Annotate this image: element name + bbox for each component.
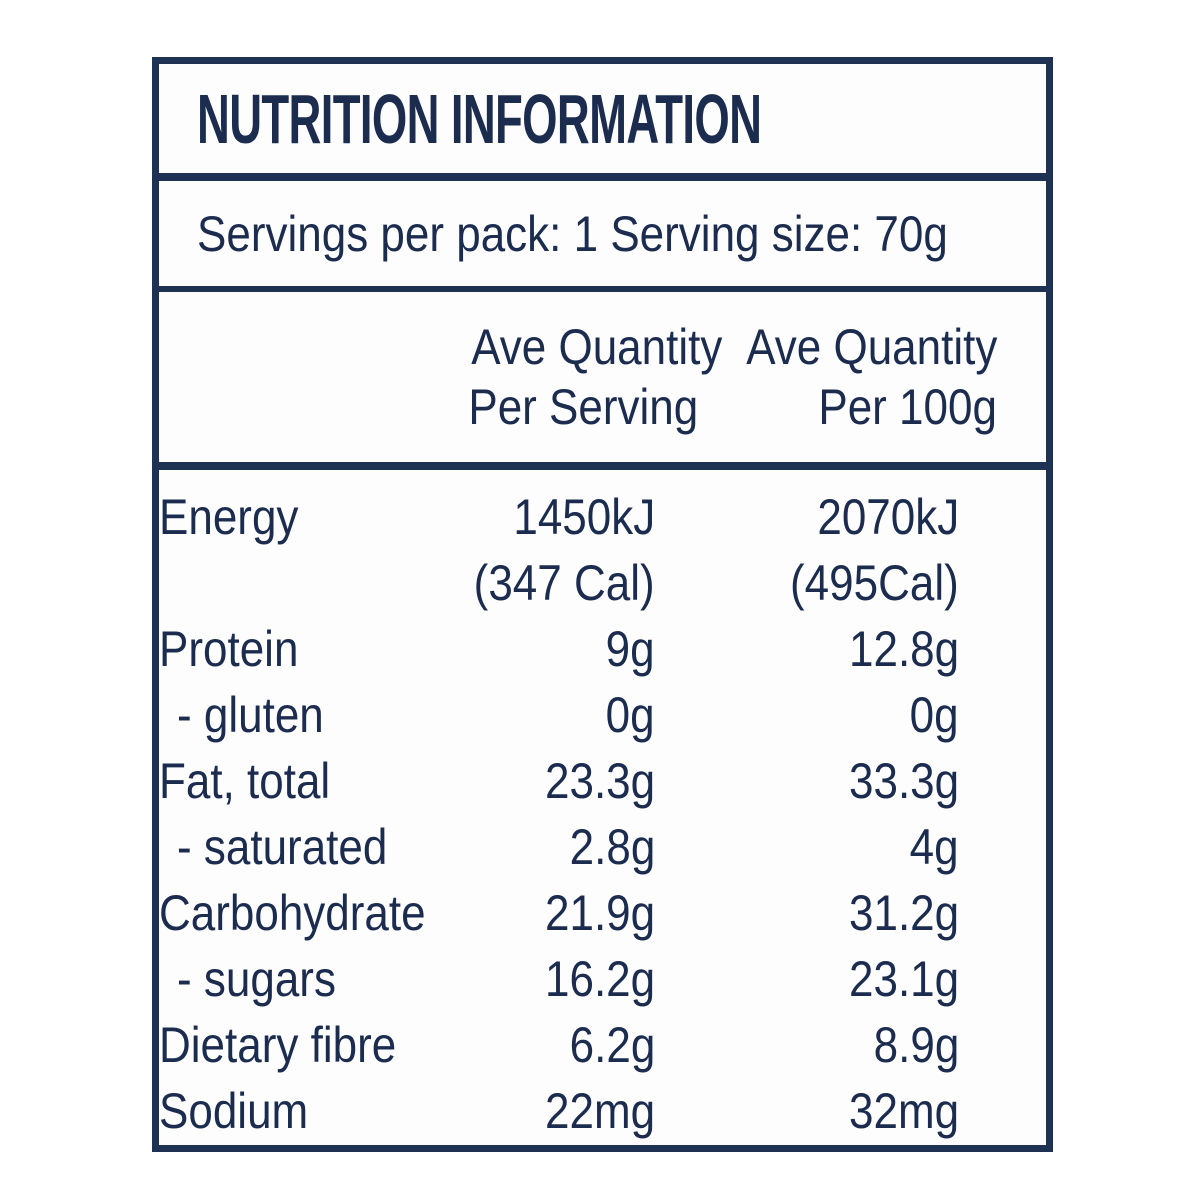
nutrient-name: Protein <box>159 621 299 677</box>
value-per-100g: 33.3g <box>848 753 959 809</box>
header-per-serving-line2: Per Serving <box>468 379 699 435</box>
value-per-100g: 2070kJ (495Cal) <box>790 489 959 611</box>
table-row-fat-total: Fat, total 23.3g 33.3g <box>159 748 1046 814</box>
nutrient-name: - saturated <box>177 819 388 875</box>
value-per-serving: 9g <box>606 621 655 677</box>
table-row-gluten: - gluten 0g 0g <box>159 682 1046 748</box>
value-per-100g: 8.9g <box>873 1017 959 1073</box>
table-row-saturated: - saturated 2.8g 4g <box>159 814 1046 880</box>
table-row-dietary-fibre: Dietary fibre 6.2g 8.9g <box>159 1012 1046 1078</box>
nutrient-name: - gluten <box>177 687 324 743</box>
table-row-carbohydrate: Carbohydrate 21.9g 31.2g <box>159 880 1046 946</box>
nutrient-name: Sodium <box>159 1083 309 1139</box>
column-headers: Ave Quantity Per Serving Ave Quantity Pe… <box>159 292 1046 462</box>
value-per-serving: 1450kJ (347 Cal) <box>474 489 655 611</box>
table-row-energy: Energy 1450kJ (347 Cal) 2070kJ (495Cal) <box>159 484 1046 616</box>
table-row-sodium: Sodium 22mg 32mg <box>159 1078 1046 1144</box>
header-per-100g: Ave Quantity Per 100g <box>693 317 997 437</box>
value-per-100g: 0g <box>910 687 959 743</box>
value-per-serving: 22mg <box>544 1083 655 1139</box>
page-title: NUTRITION INFORMATION <box>197 79 762 158</box>
value-per-100g: 12.8g <box>848 621 959 677</box>
servings-section: Servings per pack: 1 Serving size: 70g <box>159 181 1046 286</box>
divider-below-headers <box>159 462 1046 470</box>
header-per-serving-line1: Ave Quantity <box>471 319 723 375</box>
nutrient-name: Carbohydrate <box>159 885 426 941</box>
value-per-100g: 31.2g <box>848 885 959 941</box>
header-per-100g-line1: Ave Quantity <box>745 319 997 375</box>
nutrient-name: Dietary fibre <box>159 1017 397 1073</box>
title-section: NUTRITION INFORMATION <box>159 64 1046 173</box>
value-per-serving: 0g <box>606 687 655 743</box>
header-per-serving: Ave Quantity Per Serving <box>437 317 722 437</box>
divider-below-title <box>159 173 1046 181</box>
nutrient-table: Energy 1450kJ (347 Cal) 2070kJ (495Cal) … <box>159 470 1046 1144</box>
value-per-serving: 2.8g <box>569 819 655 875</box>
table-row-sugars: - sugars 16.2g 23.1g <box>159 946 1046 1012</box>
value-per-serving: 16.2g <box>544 951 655 1007</box>
value-per-serving: 21.9g <box>544 885 655 941</box>
nutrition-label: NUTRITION INFORMATION Servings per pack:… <box>152 57 1053 1152</box>
nutrient-name: Fat, total <box>159 753 331 809</box>
value-per-100g: 23.1g <box>848 951 959 1007</box>
value-per-100g: 4g <box>910 819 959 875</box>
servings-line: Servings per pack: 1 Serving size: 70g <box>197 205 948 262</box>
value-per-100g: 32mg <box>848 1083 959 1139</box>
nutrient-name: - sugars <box>177 951 336 1007</box>
divider-below-servings <box>159 286 1046 292</box>
nutrient-name: Energy <box>159 489 299 545</box>
header-per-100g-line2: Per 100g <box>818 379 997 435</box>
value-per-serving: 6.2g <box>569 1017 655 1073</box>
table-row-protein: Protein 9g 12.8g <box>159 616 1046 682</box>
value-per-serving: 23.3g <box>544 753 655 809</box>
